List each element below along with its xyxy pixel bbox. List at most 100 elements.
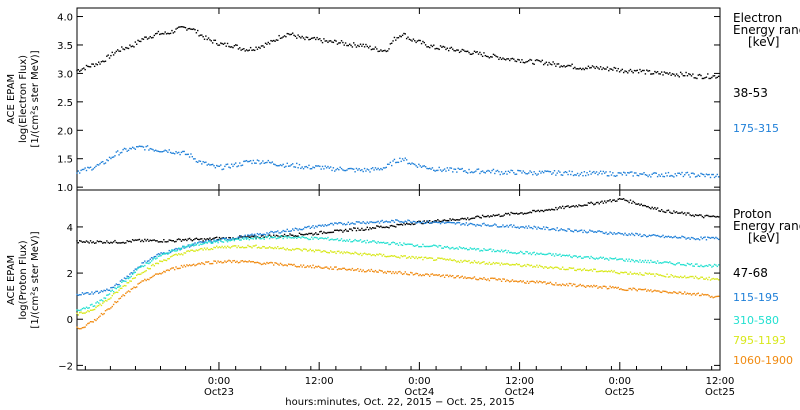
data-point [327,224,329,226]
data-point [410,221,412,223]
data-point [296,247,298,250]
data-point [220,246,222,249]
data-point [359,222,362,224]
data-point [327,231,329,234]
data-point [515,252,518,255]
data-point [511,212,514,214]
data-point [412,38,415,40]
data-point [348,252,351,254]
data-point [259,238,261,240]
data-point [506,173,508,175]
data-point [460,168,462,170]
data-point [494,263,496,265]
data-point [635,172,637,174]
data-point [487,249,489,251]
data-point [674,291,676,294]
data-point [149,239,151,241]
data-point [572,67,575,70]
data-point [484,54,487,57]
data-point [340,40,343,42]
data-point [697,214,699,217]
data-point [258,262,260,264]
data-point [327,251,329,254]
data-point [422,258,424,261]
data-point [361,222,363,224]
data-point [111,294,113,297]
data-point [207,261,210,263]
data-point [418,246,420,248]
data-point [578,284,580,287]
data-point [551,254,553,257]
data-point [639,233,641,235]
data-point [618,172,621,174]
data-point [92,309,94,311]
data-point [232,245,234,247]
data-point [476,51,478,53]
data-point [480,277,482,280]
data-point [608,270,610,272]
data-point [559,268,561,270]
data-point [157,150,160,153]
data-point [268,161,271,164]
data-point [519,170,522,172]
data-point [315,165,317,167]
data-point [717,279,720,281]
data-point [256,236,259,238]
data-point [510,211,512,214]
data-point [678,172,681,174]
data-point [133,272,135,274]
data-point [675,263,678,265]
data-point [399,157,401,160]
data-point [126,277,128,279]
data-point [123,147,126,150]
data-point [435,169,438,172]
data-point [183,26,185,28]
data-point [452,171,454,173]
data-point [647,235,649,238]
data-point [376,253,378,256]
data-point [433,274,435,276]
data-point [696,263,698,265]
data-point [378,222,381,224]
data-point [252,245,255,247]
data-point [163,270,165,273]
data-point [259,47,261,49]
data-point [692,237,694,239]
data-point [574,283,576,286]
data-point [414,245,416,248]
data-point [308,225,310,228]
data-point [81,327,84,329]
data-point [222,241,225,243]
data-point [233,259,236,262]
data-point [370,221,373,223]
data-point [439,45,442,47]
data-point [515,280,518,282]
data-point [391,242,393,244]
data-point [663,71,666,73]
data-point [93,65,96,68]
data-point [259,232,261,235]
data-point [447,219,450,222]
data-point [426,257,428,260]
data-point [89,240,92,242]
data-point [484,278,487,281]
data-point [99,291,101,293]
data-point [632,233,634,236]
data-point [424,256,427,259]
data-point [576,268,579,271]
data-point [291,163,294,165]
data-point [296,162,298,165]
data-point [188,237,191,240]
data-point [275,164,278,167]
data-point [678,262,681,264]
data-point [685,277,687,279]
data-point [509,59,511,62]
data-point [678,212,681,214]
data-point [526,227,529,229]
data-point [602,232,605,234]
data-point [355,221,358,223]
data-point [669,236,671,238]
data-point [176,238,179,241]
x-tick-date: Oct25 [705,387,735,398]
data-point [627,72,629,74]
